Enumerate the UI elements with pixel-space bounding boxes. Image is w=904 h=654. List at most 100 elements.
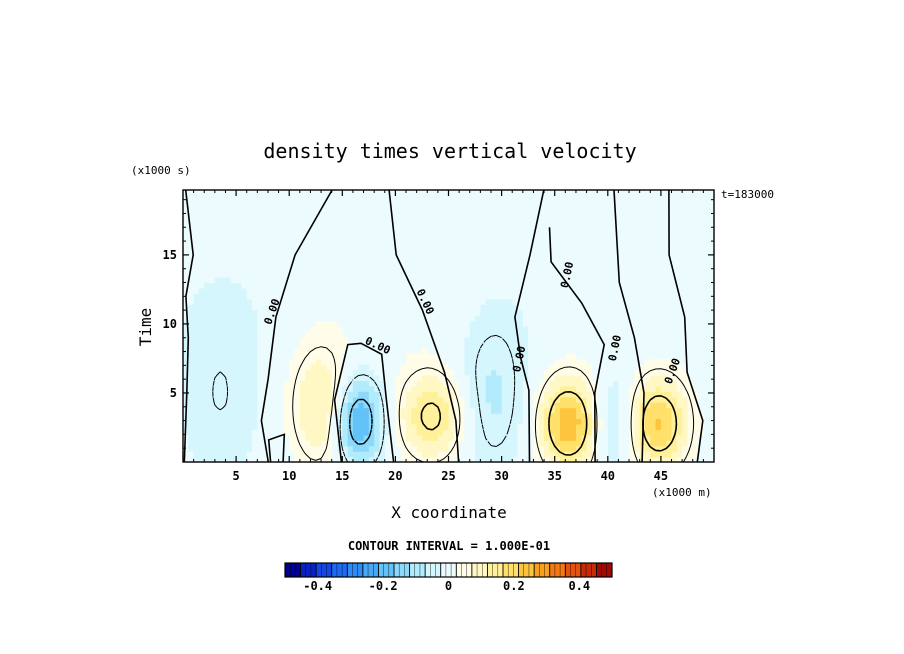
heatmap-cell	[183, 342, 189, 349]
heatmap-cell	[676, 336, 683, 343]
heatmap-cell	[639, 309, 646, 316]
heatmap-cell	[629, 391, 635, 398]
heatmap-cell	[294, 320, 301, 327]
heatmap-cell	[252, 233, 258, 240]
heatmap-cell	[246, 266, 253, 273]
heatmap-cell	[209, 206, 216, 213]
heatmap-cell	[501, 266, 508, 273]
heatmap-cell	[395, 320, 402, 327]
heatmap-cell	[485, 228, 492, 235]
heatmap-cell	[522, 347, 529, 354]
heatmap-cell	[358, 238, 365, 245]
heatmap-cell	[480, 287, 487, 294]
heatmap-cell	[660, 331, 667, 338]
heatmap-cell	[607, 309, 614, 316]
heatmap-cell	[411, 287, 418, 294]
heatmap-cell	[517, 195, 524, 202]
heatmap-cell	[220, 266, 227, 273]
heatmap-cell	[475, 451, 481, 458]
heatmap-cell	[273, 396, 280, 403]
heatmap-cell	[575, 423, 582, 430]
heatmap-cell	[379, 347, 386, 354]
heatmap-cell	[358, 418, 365, 425]
heatmap-cell	[639, 326, 646, 333]
heatmap-cell	[289, 385, 296, 392]
heatmap-cell	[708, 396, 714, 403]
heatmap-cell	[453, 217, 460, 224]
heatmap-cell	[411, 309, 418, 316]
heatmap-cell	[698, 195, 704, 202]
heatmap-cell	[230, 211, 237, 218]
heatmap-cell	[437, 249, 444, 256]
heatmap-cell	[342, 456, 349, 462]
heatmap-cell	[703, 364, 710, 371]
heatmap-cell	[347, 402, 354, 409]
heatmap-cell	[591, 222, 598, 229]
heatmap-cell	[634, 304, 641, 311]
heatmap-cell	[214, 336, 221, 343]
heatmap-cell	[421, 445, 428, 452]
heatmap-cell	[644, 190, 651, 197]
heatmap-cell	[267, 255, 274, 262]
heatmap-cell	[310, 391, 317, 398]
heatmap-cell	[384, 298, 391, 305]
heatmap-cell	[198, 211, 205, 218]
heatmap-cell	[549, 445, 556, 452]
heatmap-cell	[294, 445, 301, 452]
heatmap-cell	[294, 238, 301, 245]
heatmap-cell	[682, 423, 689, 430]
heatmap-cell	[480, 413, 487, 420]
heatmap-cell	[506, 249, 513, 256]
heatmap-cell	[692, 440, 699, 447]
heatmap-cell	[570, 385, 577, 392]
heatmap-cell	[453, 260, 460, 267]
heatmap-cell	[411, 298, 418, 305]
heatmap-cell	[533, 320, 540, 327]
heatmap-cell	[501, 396, 508, 403]
heatmap-cell	[660, 440, 667, 447]
heatmap-cell	[358, 413, 365, 420]
heatmap-cell	[443, 200, 450, 207]
heatmap-cell	[660, 396, 667, 403]
heatmap-cell	[352, 266, 359, 273]
heatmap-cell	[554, 347, 561, 354]
heatmap-cell	[501, 249, 508, 256]
heatmap-cell	[660, 413, 667, 420]
heatmap-cell	[708, 200, 714, 207]
heatmap-cell	[246, 374, 253, 381]
heatmap-cell	[676, 369, 683, 376]
heatmap-cell	[214, 293, 221, 300]
heatmap-cell	[326, 266, 333, 273]
heatmap-cell	[262, 347, 269, 354]
heatmap-cell	[480, 277, 487, 284]
heatmap-cell	[634, 418, 641, 425]
heatmap-cell	[384, 445, 391, 452]
heatmap-cell	[554, 374, 561, 381]
heatmap-cell	[363, 287, 370, 294]
heatmap-cell	[692, 402, 699, 409]
heatmap-cell	[416, 217, 423, 224]
heatmap-cell	[475, 266, 481, 273]
heatmap-cell	[193, 320, 200, 327]
heatmap-cell	[198, 282, 205, 289]
heatmap-cell	[698, 271, 704, 278]
heatmap-cell	[331, 353, 338, 360]
heatmap-cell	[358, 326, 365, 333]
heatmap-cell	[193, 195, 200, 202]
heatmap-cell	[331, 271, 338, 278]
heatmap-cell	[236, 195, 243, 202]
heatmap-cell	[634, 407, 641, 414]
heatmap-cell	[639, 190, 646, 197]
heatmap-cell	[591, 190, 598, 197]
heatmap-cell	[496, 190, 503, 197]
heatmap-cell	[687, 206, 694, 213]
heatmap-cell	[310, 222, 317, 229]
heatmap-cell	[533, 347, 540, 354]
heatmap-cell	[506, 238, 513, 245]
heatmap-cell	[655, 298, 662, 305]
heatmap-cell	[246, 298, 253, 305]
heatmap-cell	[565, 402, 572, 409]
heatmap-cell	[639, 342, 646, 349]
heatmap-cell	[400, 190, 407, 197]
heatmap-cell	[544, 440, 550, 447]
